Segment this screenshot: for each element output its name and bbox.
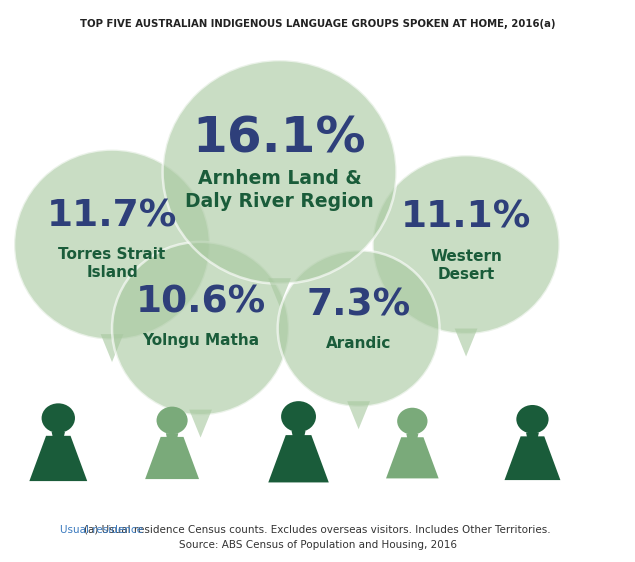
Polygon shape [386, 437, 439, 478]
Text: 11.7%: 11.7% [47, 198, 177, 234]
Polygon shape [29, 436, 87, 481]
Polygon shape [269, 435, 329, 482]
Ellipse shape [277, 250, 439, 407]
Text: Arandic: Arandic [326, 336, 391, 351]
Polygon shape [291, 431, 305, 436]
Circle shape [397, 407, 427, 434]
Text: Usual residence: Usual residence [60, 525, 143, 535]
Text: Yolngu Matha: Yolngu Matha [142, 333, 259, 348]
Polygon shape [406, 434, 418, 438]
Polygon shape [189, 410, 212, 438]
Text: 10.6%: 10.6% [135, 284, 265, 320]
Text: (a) Usual residence Census counts. Excludes overseas visitors. Includes Other Te: (a) Usual residence Census counts. Exclu… [84, 525, 551, 535]
Polygon shape [101, 334, 123, 362]
Polygon shape [505, 436, 561, 480]
Text: Western
Desert: Western Desert [430, 248, 502, 282]
Polygon shape [145, 437, 199, 479]
Text: Source: ABS Census of Population and Housing, 2016: Source: ABS Census of Population and Hou… [178, 540, 457, 550]
Polygon shape [455, 329, 478, 356]
Text: Torres Strait
Island: Torres Strait Island [58, 247, 166, 280]
Circle shape [42, 404, 75, 433]
Polygon shape [526, 433, 539, 437]
Circle shape [516, 405, 549, 433]
Text: 7.3%: 7.3% [307, 287, 411, 323]
Polygon shape [51, 432, 65, 437]
Polygon shape [347, 401, 370, 429]
Circle shape [281, 401, 316, 432]
Text: 11.1%: 11.1% [401, 200, 531, 236]
Text: TOP FIVE AUSTRALIAN INDIGENOUS LANGUAGE GROUPS SPOKEN AT HOME, 2016(a): TOP FIVE AUSTRALIAN INDIGENOUS LANGUAGE … [80, 19, 555, 29]
Ellipse shape [163, 60, 396, 284]
Polygon shape [268, 278, 291, 306]
Text: 16.1%: 16.1% [193, 115, 366, 162]
Ellipse shape [373, 155, 559, 334]
Ellipse shape [14, 149, 210, 339]
Ellipse shape [112, 242, 289, 415]
Circle shape [157, 407, 187, 434]
Text: Arnhem Land &
Daly River Region: Arnhem Land & Daly River Region [185, 169, 374, 211]
Polygon shape [166, 433, 178, 438]
